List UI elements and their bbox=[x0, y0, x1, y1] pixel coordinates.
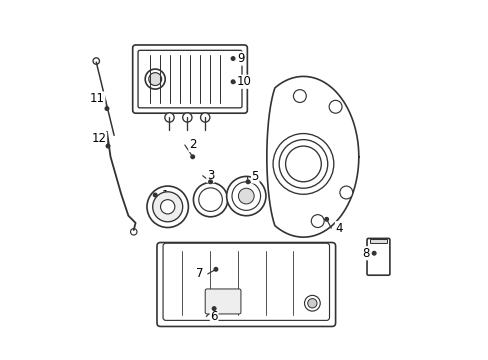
Circle shape bbox=[293, 90, 305, 103]
Circle shape bbox=[208, 180, 212, 184]
Circle shape bbox=[152, 192, 183, 222]
Text: 4: 4 bbox=[335, 222, 342, 235]
Bar bbox=[369, 239, 386, 243]
Circle shape bbox=[231, 80, 234, 84]
Circle shape bbox=[279, 140, 327, 188]
Circle shape bbox=[246, 180, 249, 184]
Circle shape bbox=[339, 186, 352, 199]
FancyBboxPatch shape bbox=[132, 45, 247, 113]
Text: 3: 3 bbox=[206, 169, 214, 182]
Circle shape bbox=[226, 176, 265, 216]
Circle shape bbox=[130, 229, 137, 235]
Text: 7: 7 bbox=[196, 267, 203, 280]
Circle shape bbox=[238, 188, 254, 204]
Circle shape bbox=[304, 296, 320, 311]
Circle shape bbox=[148, 73, 162, 86]
Circle shape bbox=[231, 182, 260, 210]
Circle shape bbox=[285, 146, 321, 182]
Circle shape bbox=[324, 217, 328, 221]
Text: 10: 10 bbox=[236, 75, 251, 88]
FancyBboxPatch shape bbox=[163, 243, 329, 320]
Circle shape bbox=[160, 200, 175, 214]
Text: 12: 12 bbox=[91, 132, 106, 145]
FancyBboxPatch shape bbox=[138, 50, 242, 108]
Circle shape bbox=[106, 144, 110, 148]
Text: 1: 1 bbox=[162, 189, 169, 202]
Text: 2: 2 bbox=[188, 139, 196, 152]
Circle shape bbox=[145, 69, 165, 89]
Text: 5: 5 bbox=[251, 170, 258, 183]
Circle shape bbox=[105, 107, 108, 111]
Circle shape bbox=[190, 155, 194, 158]
Circle shape bbox=[193, 183, 227, 217]
FancyBboxPatch shape bbox=[366, 238, 389, 275]
Circle shape bbox=[93, 58, 99, 64]
Circle shape bbox=[272, 134, 333, 194]
Circle shape bbox=[212, 307, 216, 310]
Circle shape bbox=[311, 215, 324, 228]
Circle shape bbox=[147, 186, 188, 228]
Text: 8: 8 bbox=[362, 247, 369, 260]
Polygon shape bbox=[266, 76, 358, 237]
FancyBboxPatch shape bbox=[205, 289, 241, 314]
Text: 9: 9 bbox=[237, 52, 244, 65]
Circle shape bbox=[231, 57, 234, 60]
Circle shape bbox=[328, 100, 341, 113]
Circle shape bbox=[372, 251, 375, 255]
Circle shape bbox=[200, 113, 209, 122]
Circle shape bbox=[164, 113, 174, 122]
Circle shape bbox=[183, 113, 192, 122]
Text: 11: 11 bbox=[90, 92, 104, 105]
Circle shape bbox=[307, 298, 316, 308]
Circle shape bbox=[153, 193, 157, 197]
Circle shape bbox=[198, 188, 222, 211]
Text: 6: 6 bbox=[210, 310, 218, 323]
Circle shape bbox=[214, 267, 217, 271]
FancyBboxPatch shape bbox=[157, 243, 335, 327]
